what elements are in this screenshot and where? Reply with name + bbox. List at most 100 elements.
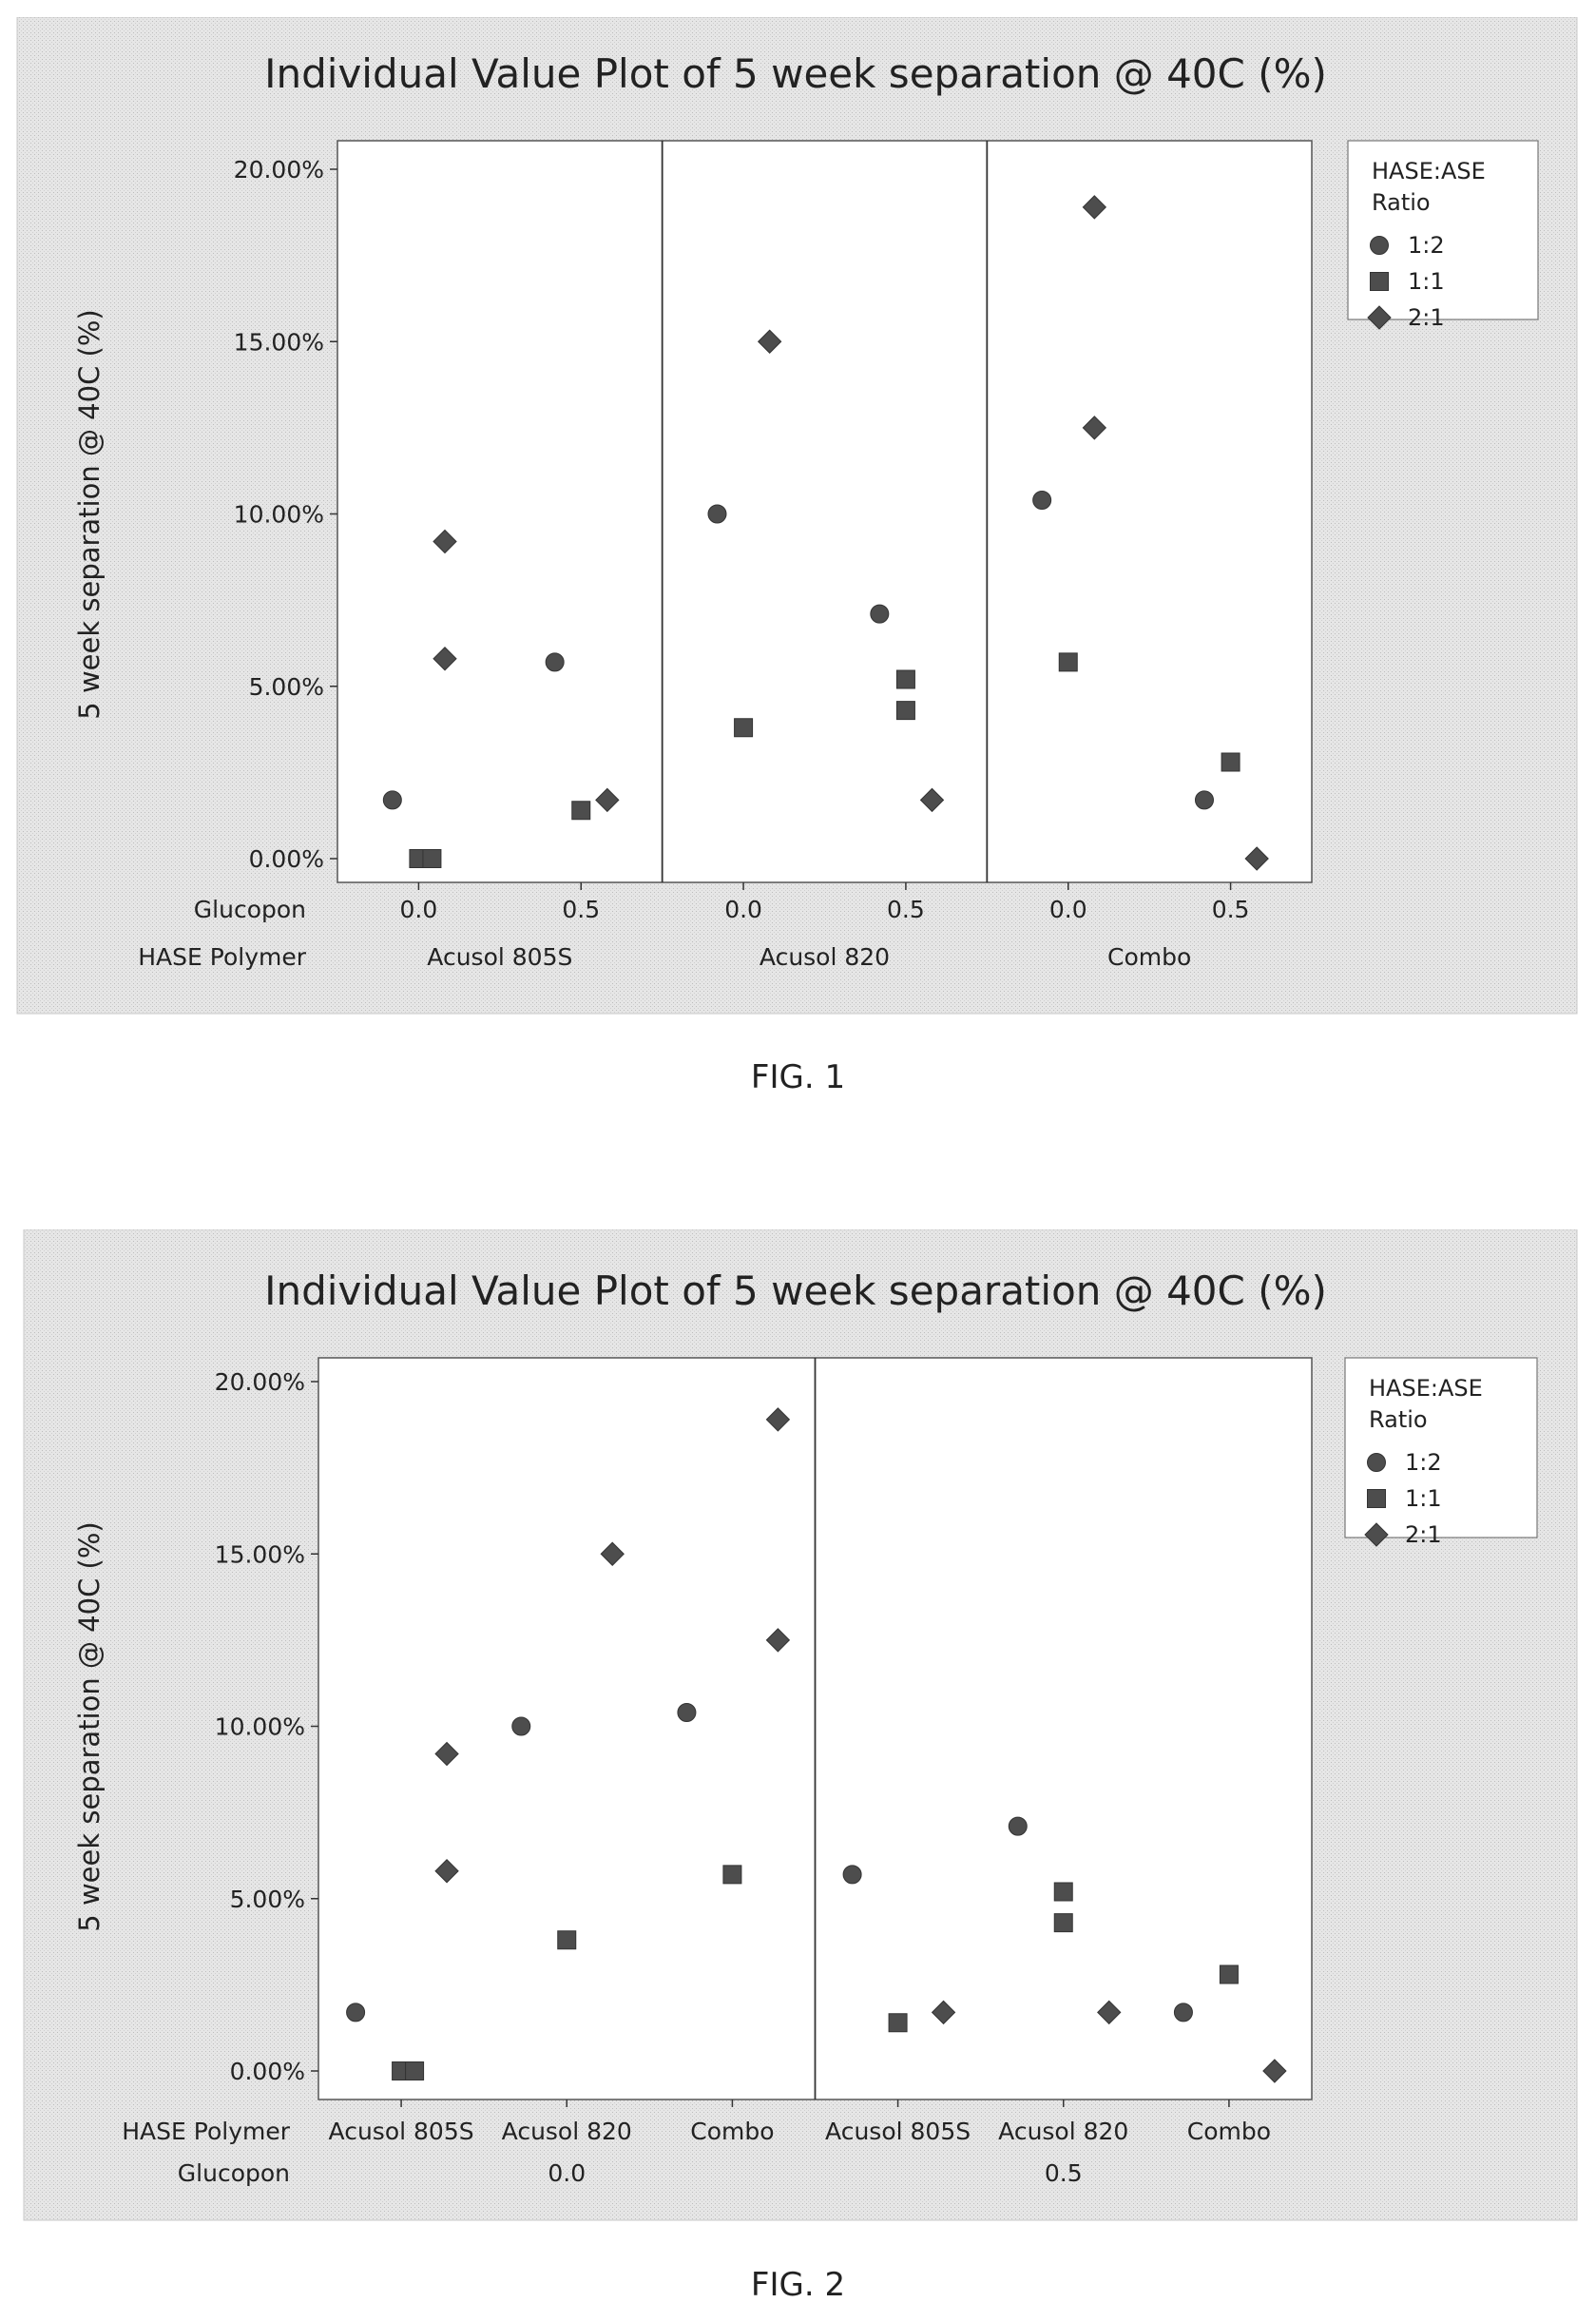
inner-group-label: Glucopon bbox=[194, 896, 306, 923]
data-point-1to2 bbox=[382, 790, 402, 810]
data-point-2to1 bbox=[919, 787, 945, 813]
data-point-1to2 bbox=[707, 504, 727, 524]
data-point-1to1 bbox=[895, 701, 915, 721]
data-point-1to2 bbox=[1194, 790, 1214, 810]
data-point-2to1 bbox=[595, 787, 620, 813]
outer-category-label: Acusol 820 bbox=[760, 943, 890, 971]
data-points bbox=[346, 1407, 1287, 2083]
data-point-1to1 bbox=[1053, 1882, 1073, 1902]
outer-group-label: Glucopon bbox=[178, 2159, 290, 2187]
outer-group-label: HASE Polymer bbox=[138, 943, 306, 971]
data-point-1to1 bbox=[1058, 652, 1078, 672]
legend-entry-label: 1:2 bbox=[1405, 1449, 1442, 1476]
data-point-1to1 bbox=[422, 849, 442, 868]
data-point-1to2 bbox=[870, 604, 890, 624]
legend-marker-diamond bbox=[1364, 1522, 1389, 1547]
data-point-2to1 bbox=[433, 529, 457, 554]
data-point-1to2 bbox=[842, 1865, 862, 1885]
x-category-labels: Acusol 805S 0.0 0.5 Acusol 820 0.0 0.5 Combo 0.… bbox=[400, 882, 1250, 971]
legend-entries: 1:2 1:1 2:1 bbox=[1367, 232, 1445, 331]
data-point-2to1 bbox=[1262, 2059, 1287, 2083]
data-point-2to1 bbox=[757, 329, 782, 354]
y-ticks: 0.00% 5.00% 10.00% 15.00% 20.00% bbox=[215, 1368, 318, 2085]
legend-marker-circle bbox=[1370, 236, 1389, 255]
chart-title: Individual Value Plot of 5 week separati… bbox=[264, 1267, 1327, 1314]
data-point-1to2 bbox=[677, 1703, 697, 1722]
inner-category-label: 0.0 bbox=[1049, 896, 1087, 923]
data-point-1to1 bbox=[405, 2061, 425, 2080]
legend-entry-label: 2:1 bbox=[1408, 304, 1445, 331]
legend-title-line-1: HASE:ASE bbox=[1369, 1375, 1483, 1402]
legend-marker-square bbox=[1370, 272, 1389, 291]
plot-area bbox=[337, 140, 1313, 883]
outer-category-label: Combo bbox=[1107, 943, 1191, 971]
data-point-2to1 bbox=[434, 1741, 459, 1767]
y-tick-label: 10.00% bbox=[215, 1713, 305, 1741]
legend-marker-diamond bbox=[1367, 305, 1392, 330]
inner-category-label: Acusol 820 bbox=[998, 2118, 1128, 2145]
figure-2-caption: FIG. 2 bbox=[750, 2266, 846, 2304]
y-tick-label: 5.00% bbox=[230, 1886, 305, 1913]
data-point-1to1 bbox=[557, 1930, 577, 1950]
inner-group-label: HASE Polymer bbox=[122, 2118, 290, 2145]
data-point-1to1 bbox=[895, 669, 915, 689]
y-tick-label: 0.00% bbox=[230, 2058, 305, 2085]
inner-category-label: Combo bbox=[690, 2118, 774, 2145]
data-point-2to1 bbox=[433, 647, 457, 671]
outer-category-label: 0.0 bbox=[548, 2159, 586, 2187]
legend-marker-square bbox=[1367, 1489, 1386, 1508]
y-tick-label: 20.00% bbox=[234, 156, 324, 184]
data-point-1to1 bbox=[1053, 1913, 1073, 1933]
legend-entry-label: 2:1 bbox=[1405, 1521, 1442, 1548]
panel-dividers bbox=[661, 141, 989, 882]
y-tick-label: 5.00% bbox=[249, 673, 324, 701]
legend-entry-label: 1:2 bbox=[1408, 232, 1445, 259]
data-point-2to1 bbox=[1082, 416, 1107, 440]
data-point-2to1 bbox=[765, 1628, 791, 1653]
y-tick-label: 15.00% bbox=[234, 328, 324, 356]
legend-entries: 1:2 1:1 2:1 bbox=[1364, 1449, 1442, 1548]
x-category-labels: 0.0 Acusol 805S Acusol 820 Combo 0.5 Acusol 8… bbox=[329, 2099, 1271, 2187]
inner-category-label: 0.5 bbox=[562, 896, 600, 923]
inner-category-label: Acusol 820 bbox=[502, 2118, 632, 2145]
inner-category-label: 0.0 bbox=[724, 896, 762, 923]
legend-entry-label: 1:1 bbox=[1405, 1485, 1442, 1512]
data-point-2to1 bbox=[1244, 846, 1269, 871]
data-point-1to2 bbox=[511, 1716, 531, 1736]
figure-2-chart: Individual Value Plot of 5 week separati… bbox=[23, 1229, 1578, 2221]
data-point-2to1 bbox=[1097, 2000, 1122, 2025]
inner-category-label: Acusol 805S bbox=[329, 2118, 474, 2145]
legend-title-line-2: Ratio bbox=[1372, 189, 1431, 216]
y-tick-label: 20.00% bbox=[215, 1368, 305, 1396]
data-point-2to1 bbox=[765, 1407, 791, 1432]
data-point-2to1 bbox=[434, 1859, 459, 1884]
legend-title-line-2: Ratio bbox=[1369, 1406, 1428, 1433]
data-point-1to2 bbox=[1008, 1816, 1028, 1836]
inner-category-label: Acusol 805S bbox=[825, 2118, 971, 2145]
legend-marker-circle bbox=[1367, 1453, 1386, 1472]
data-point-1to1 bbox=[1221, 752, 1240, 772]
data-point-1to2 bbox=[1173, 2003, 1193, 2022]
y-ticks: 0.00% 5.00% 10.00% 15.00% 20.00% bbox=[234, 156, 337, 873]
figure-1-caption: FIG. 1 bbox=[750, 1058, 846, 1096]
data-point-1to1 bbox=[722, 1865, 742, 1885]
data-point-1to1 bbox=[734, 718, 754, 738]
y-tick-label: 10.00% bbox=[234, 501, 324, 529]
figure-1-chart: Individual Value Plot of 5 week separati… bbox=[16, 17, 1578, 1015]
data-point-1to1 bbox=[1219, 1964, 1239, 1984]
data-point-2to1 bbox=[600, 1541, 625, 1566]
y-axis-label: 5 week separation @ 40C (%) bbox=[73, 1521, 106, 1931]
inner-category-label: 0.5 bbox=[887, 896, 925, 923]
inner-category-label: 0.0 bbox=[400, 896, 438, 923]
inner-category-label: 0.5 bbox=[1212, 896, 1250, 923]
y-axis-label: 5 week separation @ 40C (%) bbox=[73, 309, 106, 719]
inner-category-label: Combo bbox=[1187, 2118, 1271, 2145]
data-point-1to2 bbox=[1032, 491, 1052, 510]
data-point-1to1 bbox=[571, 801, 591, 821]
outer-category-label: Acusol 805S bbox=[427, 943, 572, 971]
chart-title: Individual Value Plot of 5 week separati… bbox=[264, 50, 1327, 97]
y-tick-label: 15.00% bbox=[215, 1540, 305, 1568]
data-point-1to2 bbox=[346, 2003, 366, 2022]
data-points bbox=[382, 195, 1269, 871]
data-point-1to1 bbox=[888, 2013, 908, 2033]
